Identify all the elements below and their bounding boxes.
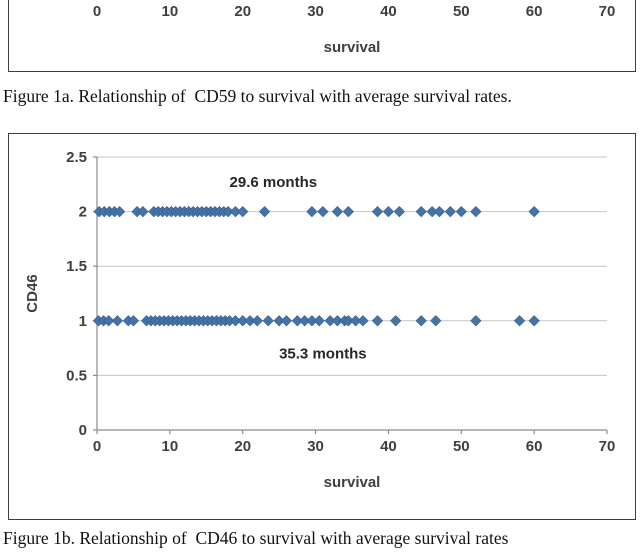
y-tick-label: 0.5 bbox=[66, 367, 87, 384]
data-point-marker bbox=[382, 205, 395, 218]
figure-1b-chart-svg: 0 10 20 30 40 50 60 70 0 0.5 1 1.5 2 2.5 survival CD46 2… bbox=[24, 149, 616, 491]
fig1a-x-tick-label: 60 bbox=[526, 3, 543, 20]
data-point-marker bbox=[103, 315, 115, 327]
data-point-marker bbox=[513, 315, 526, 327]
data-point-marker bbox=[470, 205, 482, 218]
data-point-marker bbox=[237, 205, 249, 218]
data-point-marker bbox=[262, 315, 274, 327]
fig1a-x-tick-label: 0 bbox=[93, 3, 101, 20]
y-tick-label: 2.5 bbox=[66, 149, 87, 166]
data-point-marker bbox=[251, 315, 263, 327]
y-tick-label: 0 bbox=[79, 422, 87, 439]
fig1a-x-tick-label: 50 bbox=[453, 3, 470, 20]
data-point-marker bbox=[111, 315, 124, 327]
caption-figure-1b: Figure 1b. Relationship of CD46 to survi… bbox=[3, 528, 509, 548]
fig1a-x-tick-label: 30 bbox=[307, 3, 324, 20]
data-point-marker bbox=[433, 205, 446, 218]
x-tick-label: 30 bbox=[307, 438, 324, 455]
caption-figure-1a: Figure 1a. Relationship of CD59 to survi… bbox=[3, 86, 512, 106]
data-point-marker bbox=[390, 315, 402, 327]
data-point-marker bbox=[528, 315, 540, 327]
average-survival-annotation: 35.3 months bbox=[279, 346, 367, 363]
data-point-marker bbox=[415, 205, 427, 218]
data-point-marker bbox=[371, 205, 384, 218]
data-point-marker bbox=[470, 315, 482, 327]
data-point-marker bbox=[342, 205, 354, 218]
data-point-marker bbox=[393, 205, 405, 218]
x-axis-title: survival bbox=[324, 474, 381, 491]
figure-1a-chart-fragment: 0 10 20 30 40 50 60 70 survival bbox=[8, 0, 636, 72]
x-tick-label: 10 bbox=[162, 438, 179, 455]
data-point-marker bbox=[430, 315, 442, 327]
data-point-marker bbox=[113, 205, 126, 218]
data-point-marker bbox=[317, 205, 329, 218]
data-point-marker bbox=[357, 315, 369, 327]
fig1a-x-tick-label: 10 bbox=[162, 3, 179, 20]
data-point-marker bbox=[258, 205, 271, 218]
data-point-marker bbox=[528, 205, 540, 218]
data-point-marker bbox=[371, 315, 384, 327]
y-tick-label: 2 bbox=[79, 204, 87, 221]
y-tick-label: 1.5 bbox=[66, 258, 87, 275]
figure-1b-chart: 0 10 20 30 40 50 60 70 0 0.5 1 1.5 2 2.5 survival CD46 2… bbox=[8, 133, 636, 520]
data-point-marker bbox=[313, 315, 325, 327]
fig1a-x-tick-label: 70 bbox=[599, 3, 616, 20]
average-survival-annotation: 29.6 months bbox=[230, 174, 318, 191]
x-tick-label: 0 bbox=[93, 438, 101, 455]
y-axis-title: CD46 bbox=[24, 274, 41, 312]
data-point-marker bbox=[306, 205, 318, 218]
fig1a-x-tick-label: 40 bbox=[380, 3, 397, 20]
data-point-marker bbox=[137, 205, 149, 218]
figure-1a-axis-svg: 0 10 20 30 40 50 60 70 survival bbox=[93, 3, 616, 56]
x-tick-label: 50 bbox=[453, 438, 470, 455]
x-tick-label: 40 bbox=[380, 438, 397, 455]
data-point-marker bbox=[455, 205, 467, 218]
y-tick-label: 1 bbox=[79, 313, 87, 330]
data-point-marker bbox=[415, 315, 427, 327]
fig1a-x-axis-title: survival bbox=[324, 39, 381, 56]
x-tick-label: 20 bbox=[234, 438, 251, 455]
x-tick-label: 60 bbox=[526, 438, 543, 455]
data-point-marker bbox=[280, 315, 293, 327]
data-point-marker bbox=[444, 205, 456, 218]
data-point-marker bbox=[127, 315, 140, 327]
data-point-marker bbox=[331, 205, 344, 218]
fig1a-x-tick-label: 20 bbox=[234, 3, 251, 20]
x-tick-label: 70 bbox=[599, 438, 616, 455]
